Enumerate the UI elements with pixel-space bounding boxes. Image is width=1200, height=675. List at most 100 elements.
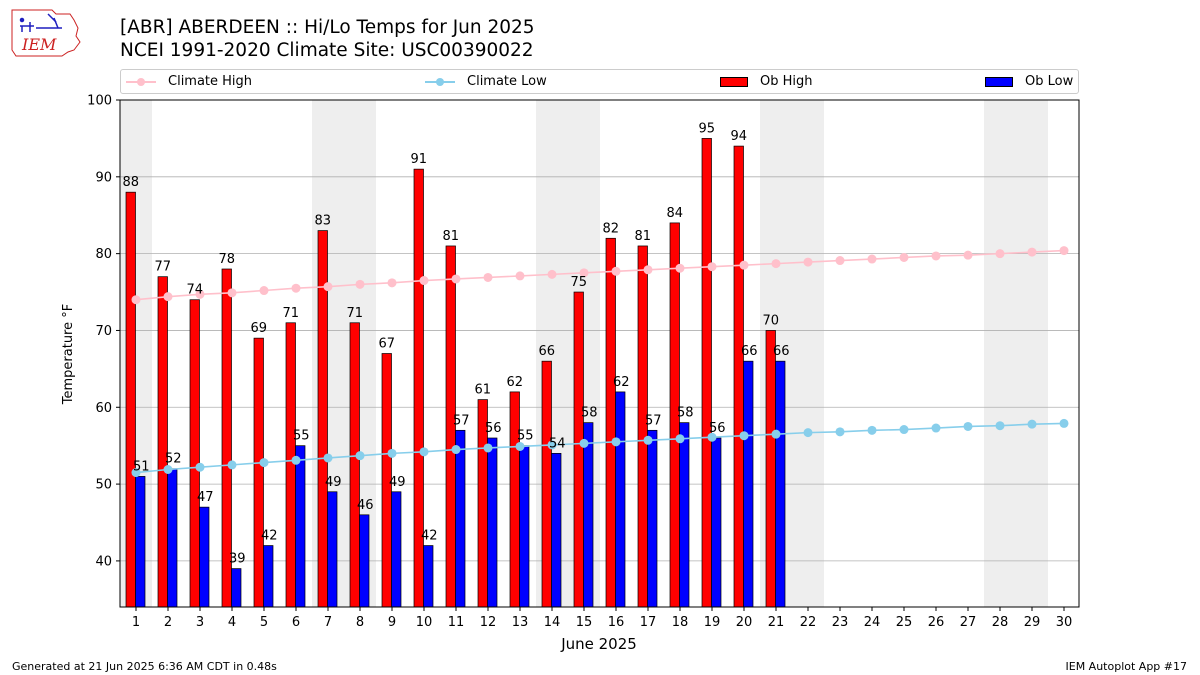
point-climate-high-day-12 (483, 272, 493, 282)
legend-swatch-climate-high (126, 77, 156, 86)
y-tick-label-70: 70 (95, 324, 112, 339)
line-climate-low (135, 422, 1065, 474)
bar-ob-high-day-1 (125, 191, 136, 608)
x-tick-label-6: 6 (292, 615, 300, 630)
point-climate-high-day-8 (355, 279, 365, 289)
point-climate-high-day-10 (419, 276, 429, 286)
label-ob-high-day-10: 91 (410, 152, 427, 167)
y-tick-label-60: 60 (95, 401, 112, 416)
x-tick-label-18: 18 (672, 615, 689, 630)
point-climate-low-day-25 (899, 425, 909, 435)
label-ob-high-day-9: 67 (378, 337, 395, 352)
bar-ob-low-day-6 (295, 445, 306, 608)
label-ob-low-day-16: 62 (613, 375, 630, 390)
label-ob-high-day-11: 81 (442, 229, 459, 244)
point-climate-low-day-2 (163, 464, 173, 474)
point-climate-low-day-8 (355, 451, 365, 461)
x-tick-label-8: 8 (356, 615, 364, 630)
bar-ob-low-day-14 (551, 453, 562, 608)
label-ob-high-day-2: 77 (154, 260, 171, 275)
label-ob-high-day-12: 61 (474, 383, 491, 398)
point-climate-low-day-28 (995, 421, 1005, 431)
point-climate-high-day-28 (995, 249, 1005, 259)
point-climate-low-day-1 (131, 468, 141, 478)
point-climate-low-day-4 (227, 460, 237, 470)
x-tick-label-27: 27 (960, 615, 977, 630)
point-climate-high-day-21 (771, 259, 781, 269)
point-climate-low-day-9 (387, 448, 397, 458)
x-tick-label-28: 28 (992, 615, 1009, 630)
y-axis-label: Temperature °F (61, 304, 76, 405)
label-ob-low-day-1: 51 (133, 459, 150, 474)
bar-ob-high-day-14 (541, 360, 552, 608)
x-tick-label-20: 20 (736, 615, 753, 630)
x-tick-label-9: 9 (388, 615, 396, 630)
point-climate-high-day-11 (451, 274, 461, 284)
label-ob-high-day-14: 66 (538, 344, 555, 359)
legend-label-ob-high: Ob High (760, 74, 813, 89)
label-ob-low-day-12: 56 (485, 421, 502, 436)
x-tick-label-19: 19 (704, 615, 721, 630)
bar-ob-high-day-21 (765, 330, 776, 608)
legend-swatch-ob-low (985, 76, 1013, 87)
point-climate-high-day-23 (835, 256, 845, 266)
point-climate-high-day-7 (323, 282, 333, 292)
x-tick-label-7: 7 (324, 615, 332, 630)
x-tick-label-23: 23 (832, 615, 849, 630)
x-tick-label-26: 26 (928, 615, 945, 630)
label-ob-low-day-9: 49 (389, 475, 406, 490)
point-climate-low-day-23 (835, 427, 845, 437)
x-tick-label-2: 2 (164, 615, 172, 630)
label-ob-high-day-7: 83 (314, 214, 331, 229)
x-tick-label-15: 15 (576, 615, 593, 630)
point-climate-high-day-16 (611, 266, 621, 276)
label-ob-high-day-15: 75 (570, 275, 587, 290)
label-ob-low-day-5: 42 (261, 529, 278, 544)
point-climate-high-day-4 (227, 288, 237, 298)
label-ob-low-day-21: 66 (773, 344, 790, 359)
footer-app: IEM Autoplot App #17 (1065, 660, 1188, 673)
label-ob-high-day-19: 95 (698, 121, 715, 136)
point-climate-high-day-17 (643, 265, 653, 275)
label-ob-low-day-10: 42 (421, 529, 438, 544)
label-ob-low-day-6: 55 (293, 429, 310, 444)
point-climate-high-day-19 (707, 262, 717, 272)
y-tick-label-50: 50 (95, 478, 112, 493)
label-ob-high-day-21: 70 (762, 313, 779, 328)
x-tick-label-17: 17 (640, 615, 657, 630)
label-ob-high-day-1: 88 (122, 175, 139, 190)
x-axis-label: June 2025 (560, 635, 637, 653)
plot-frame (119, 99, 1080, 608)
point-climate-high-day-26 (931, 251, 941, 261)
point-climate-high-day-20 (739, 260, 749, 270)
legend-item-ob-low: Ob Low (985, 70, 1073, 93)
legend-item-climate-low: Climate Low (425, 70, 547, 93)
label-ob-low-day-8: 46 (357, 498, 374, 513)
x-tick-label-13: 13 (512, 615, 529, 630)
label-ob-high-day-18: 84 (666, 206, 683, 221)
bar-ob-low-day-7 (327, 491, 338, 608)
label-ob-low-day-11: 57 (453, 413, 470, 428)
label-ob-high-day-20: 94 (730, 129, 747, 144)
line-climate-high (135, 249, 1065, 301)
bar-ob-low-day-1 (135, 476, 146, 608)
iem-logo: IEM (11, 9, 81, 57)
x-tick-label-22: 22 (800, 615, 817, 630)
point-climate-high-day-22 (803, 257, 813, 267)
x-tick-label-29: 29 (1024, 615, 1041, 630)
point-climate-low-day-26 (931, 423, 941, 433)
logo-text: IEM (21, 35, 57, 54)
point-climate-low-day-20 (739, 431, 749, 441)
point-climate-low-day-27 (963, 421, 973, 431)
point-climate-high-day-14 (547, 269, 557, 279)
point-climate-low-day-6 (291, 455, 301, 465)
point-climate-low-day-3 (195, 462, 205, 472)
legend-label-ob-low: Ob Low (1025, 74, 1074, 89)
bar-ob-low-day-10 (423, 545, 434, 608)
bar-ob-low-day-19 (711, 437, 722, 608)
point-climate-high-day-13 (515, 271, 525, 281)
label-ob-low-day-18: 58 (677, 406, 694, 421)
weekend-shade-day-28 (984, 100, 1016, 607)
bar-ob-low-day-20 (743, 360, 754, 608)
x-tick-label-5: 5 (260, 615, 268, 630)
